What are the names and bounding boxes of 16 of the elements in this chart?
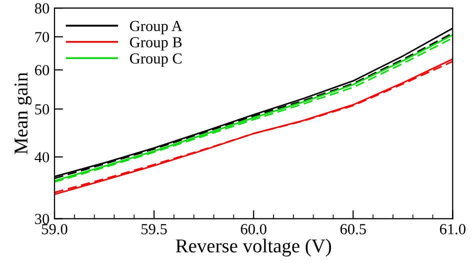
x-tick-label: 59.5 <box>142 224 167 234</box>
y-tick-label: 50 <box>35 104 50 114</box>
x-tick-label: 59.0 <box>42 224 68 234</box>
y-axis-title: Mean gain <box>14 72 32 154</box>
legend-label: Group C <box>130 53 182 67</box>
y-tick-label: 80 <box>34 3 50 14</box>
x-tick-label: 61.0 <box>440 224 466 234</box>
y-tick-label: 70 <box>35 32 50 42</box>
y-tick-label: 30 <box>35 214 50 224</box>
x-axis-title: Reverse voltage (V) <box>176 238 332 256</box>
legend-label: Group A <box>130 20 182 34</box>
y-tick-label: 40 <box>34 152 50 162</box>
y-tick-label: 60 <box>35 65 50 76</box>
x-tick-label: 60.0 <box>240 224 266 234</box>
x-tick-label: 60.5 <box>340 224 366 234</box>
legend-label: Group B <box>130 37 182 51</box>
